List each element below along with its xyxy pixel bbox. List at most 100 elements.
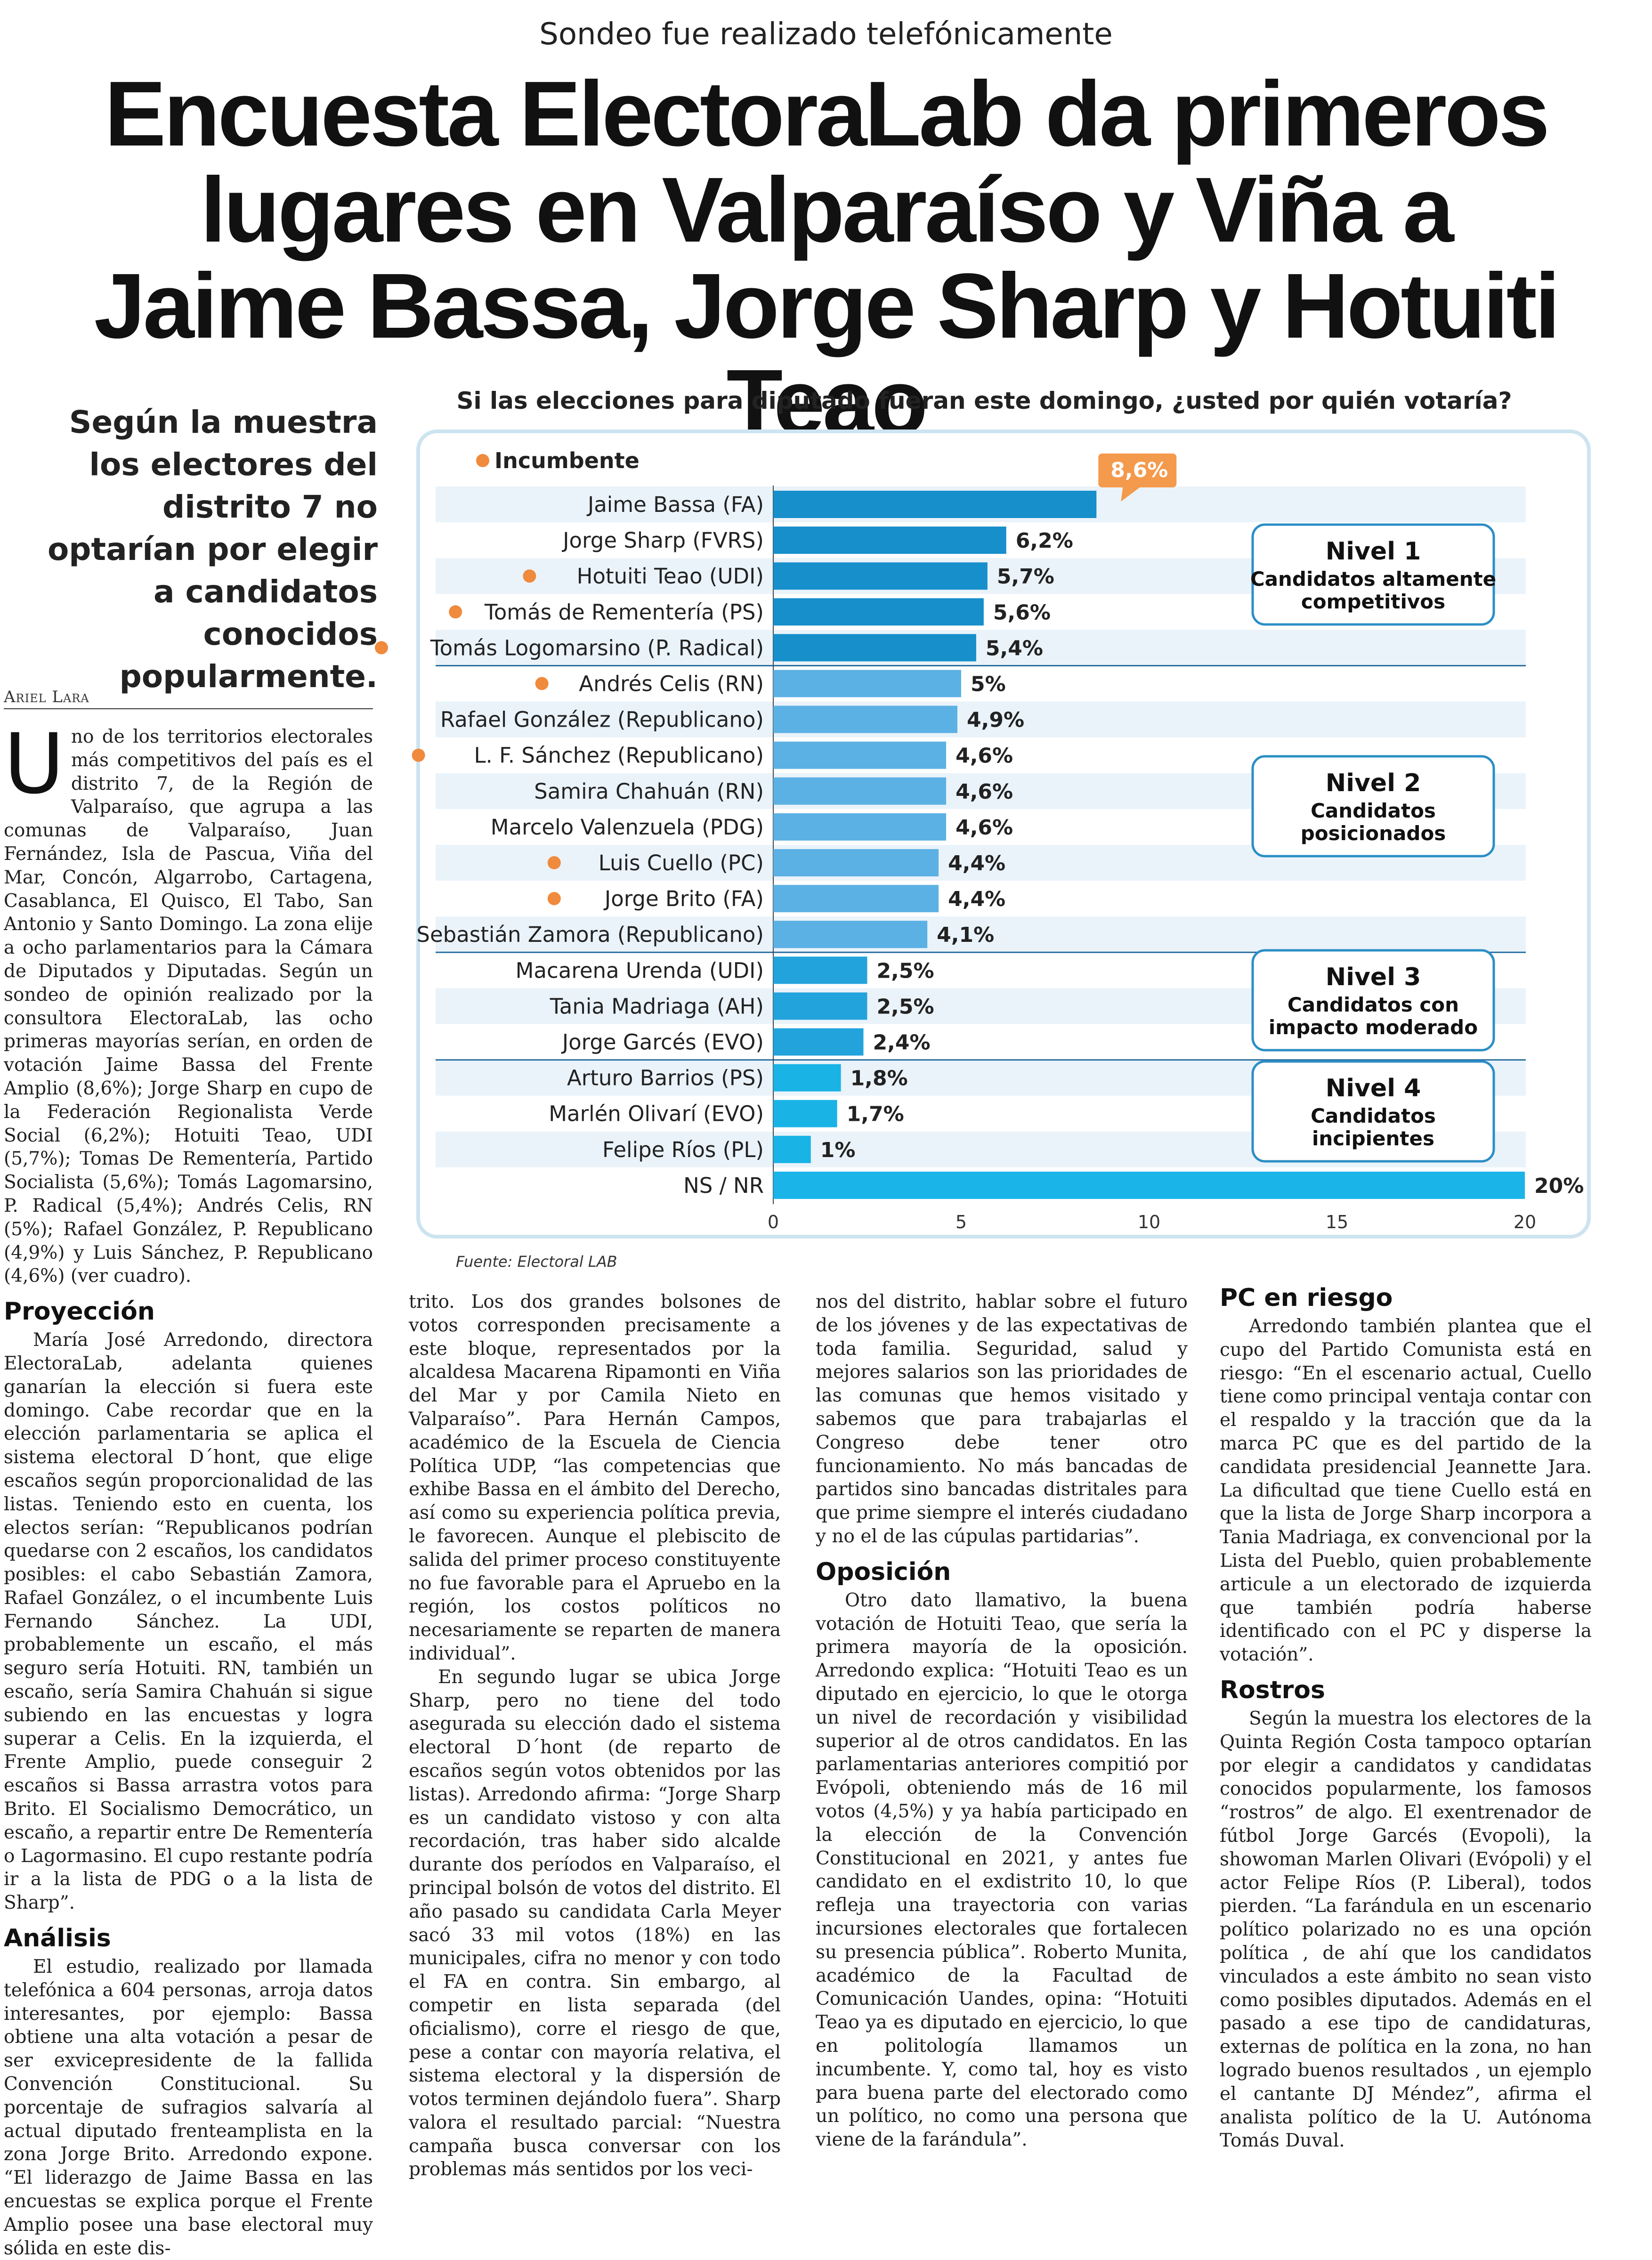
category-label: Tomás Logomarsino (P. Radical) [430, 635, 764, 660]
category-label: Luis Cuello (PC) [599, 851, 764, 875]
level-subtitle: Candidatos altamente competitivos [1250, 567, 1496, 613]
bar-chart: Incumbente Jaime Bassa (FA) 8,6% Jorge Shar… [375, 448, 1584, 1232]
chart-source: Fuente: Electoral LAB [456, 1253, 617, 1271]
level-box [1251, 755, 1495, 858]
level-box [1251, 949, 1495, 1052]
value-label: 4,4% [948, 851, 1005, 875]
bar [773, 992, 867, 1020]
subhead-rostros: Rostros [1220, 1676, 1325, 1704]
bar [773, 1135, 811, 1163]
value-label: 4,1% [937, 923, 994, 947]
paragraph: trito. Los dos grandes bolsones de votos… [409, 1291, 781, 1664]
value-label: 5% [971, 672, 1006, 697]
category-label: Tomás de Rementería (PS) [484, 599, 764, 624]
bar [773, 1100, 837, 1127]
bar [773, 562, 988, 590]
bar [773, 491, 1097, 518]
paragraph: nos del distrito, hablar sobre el futuro… [816, 1291, 1188, 1547]
incumbent-dot [449, 605, 462, 619]
bar [773, 777, 947, 805]
category-label: Felipe Ríos (PL) [602, 1137, 764, 1162]
level-title: Nivel 2 [1326, 769, 1421, 797]
value-label: 5,4% [986, 636, 1043, 660]
subhead-proyeccion: Proyección [4, 1297, 155, 1326]
incumbent-dot [547, 856, 561, 869]
incumbent-dot [375, 641, 388, 655]
lead-summary: Según la muestra los electores del distr… [47, 404, 378, 695]
chart-title: Si las elecciones para diputado fueran e… [456, 387, 1512, 414]
level-subtitle: Candidatos incipientes [1311, 1104, 1436, 1150]
subhead-analisis: Análisis [4, 1924, 111, 1953]
value-label: 2,4% [873, 1031, 931, 1055]
bar [773, 1064, 841, 1092]
bar [773, 956, 867, 984]
x-tick-label: 0 [768, 1212, 779, 1232]
level-box [1251, 523, 1495, 626]
x-tick-label: 5 [956, 1212, 967, 1232]
category-label: Rafael González (Republicano) [440, 707, 764, 732]
bar [773, 849, 939, 876]
paragraph-pc: Arredondo también plantea que el cupo de… [1220, 1316, 1592, 1666]
bar [773, 813, 947, 841]
subhead-pc-en-riesgo: PC en riesgo [1220, 1284, 1393, 1312]
row-band [436, 701, 1526, 737]
value-label: 8,6% [1110, 458, 1168, 482]
incumbent-dot [412, 748, 425, 762]
category-label: Marlén Olivarí (EVO) [549, 1102, 764, 1126]
incumbent-dot [523, 569, 536, 583]
dropcap: U [4, 716, 65, 812]
category-label: Andrés Celis (RN) [579, 672, 764, 697]
value-label: 1,7% [847, 1102, 904, 1126]
incumbent-dot [547, 892, 561, 906]
category-label: Samira Chahuán (RN) [534, 779, 764, 804]
value-label: 2,5% [877, 959, 934, 983]
value-label: 4,4% [948, 887, 1005, 911]
category-label: Hotuiti Teao (UDI) [577, 564, 764, 589]
level-title: Nivel 4 [1326, 1074, 1421, 1102]
bar [773, 670, 961, 697]
category-label: Sebastián Zamora (Republicano) [416, 922, 764, 947]
article-column-2: trito. Los dos grandes bolsones de votos… [409, 1290, 781, 2181]
category-label: L. F. Sánchez (Republicano) [474, 743, 764, 768]
value-callout [1098, 454, 1177, 502]
bar [773, 1171, 1525, 1199]
value-label: 4,9% [967, 708, 1024, 732]
level-title: Nivel 1 [1326, 537, 1421, 566]
x-tick-label: 15 [1326, 1212, 1348, 1232]
value-label: 1% [820, 1138, 856, 1162]
level-subtitle: Candidatos con impacto moderado [1269, 993, 1478, 1039]
incumbent-dot [535, 677, 549, 690]
legend-incumbent-dot [476, 454, 489, 467]
category-label: Jorge Sharp (FVRS) [561, 528, 764, 553]
level-box [1251, 1060, 1495, 1163]
bar [773, 1028, 864, 1056]
byline: Ariel Lara [4, 688, 373, 709]
subhead-oposicion: Oposición [816, 1557, 951, 1586]
category-label: Marcelo Valenzuela (PDG) [491, 815, 764, 840]
value-label: 4,6% [956, 744, 1013, 768]
paragraph: En segundo lugar se ubica Jorge Sharp, p… [409, 1666, 781, 2180]
kicker: Sondeo fue realizado telefónicamente [539, 17, 1113, 52]
category-label: Jaime Bassa (FA) [586, 492, 764, 517]
value-label: 2,5% [877, 995, 934, 1019]
bar [773, 741, 947, 769]
row-band [436, 630, 1526, 666]
bar [773, 634, 976, 662]
paragraph-proyeccion: María José Arredondo, directora Electora… [4, 1329, 373, 1914]
bar [773, 598, 984, 626]
value-label: 20% [1534, 1174, 1584, 1198]
category-label: Macarena Urenda (UDI) [516, 958, 764, 983]
category-label: Tania Madriaga (AH) [550, 994, 764, 1019]
category-label: NS / NR [683, 1173, 764, 1198]
category-label: Jorge Brito (FA) [603, 886, 764, 911]
row-band [436, 916, 1526, 953]
value-label: 1,8% [850, 1067, 908, 1091]
value-label: 4,6% [956, 780, 1013, 804]
article-column-4: PC en riesgo Arredondo también plantea q… [1220, 1284, 1592, 2153]
value-label: 6,2% [1016, 529, 1073, 553]
bar [773, 527, 1006, 554]
x-tick-label: 20 [1514, 1212, 1536, 1232]
bar [773, 705, 958, 733]
value-label: 5,7% [997, 565, 1054, 589]
